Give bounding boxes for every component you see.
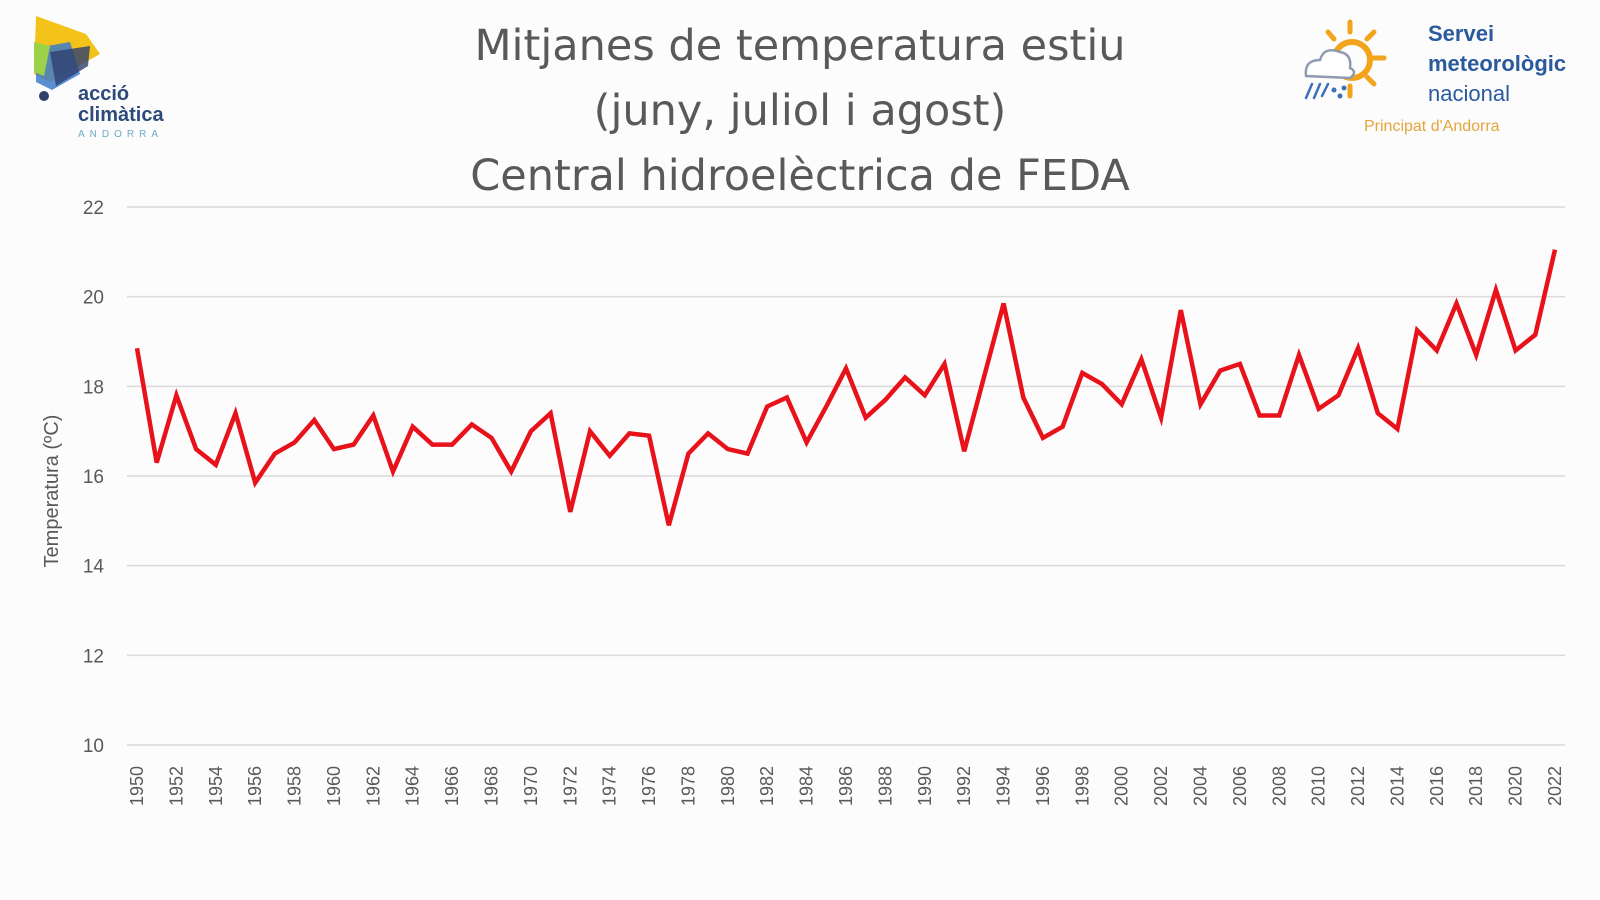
x-tick-label: 2014 xyxy=(1387,766,1407,806)
x-tick-label: 2018 xyxy=(1466,766,1486,806)
x-tick-label: 1974 xyxy=(600,766,620,806)
logo-right-line4: Principat d'Andorra xyxy=(1364,118,1500,135)
accio-climatica-logo: acció climàtica ANDORRA xyxy=(30,12,190,140)
x-tick-label: 1972 xyxy=(560,766,580,806)
y-tick-label: 10 xyxy=(83,736,104,757)
x-tick-label: 1994 xyxy=(994,766,1014,806)
y-tick-label: 20 xyxy=(83,288,104,309)
y-tick-label: 14 xyxy=(83,557,105,578)
chart-title: Mitjanes de temperatura estiu (juny, jul… xyxy=(0,14,1600,209)
x-tick-label: 1998 xyxy=(1072,766,1092,806)
x-tick-label: 1984 xyxy=(797,766,817,806)
x-tick-label: 1980 xyxy=(718,766,738,806)
x-tick-label: 1988 xyxy=(875,766,895,806)
servei-meteorologic-logo: Servei meteorològic nacional Principat d… xyxy=(1300,18,1600,143)
x-tick-label: 1970 xyxy=(521,766,541,806)
x-tick-label: 2012 xyxy=(1348,766,1368,806)
chart-title-line-3: Central hidroelèctrica de FEDA xyxy=(470,151,1130,201)
x-tick-label: 1982 xyxy=(757,766,777,806)
y-tick-label: 12 xyxy=(83,646,104,667)
chart-title-line-1: Mitjanes de temperatura estiu xyxy=(474,21,1126,71)
x-tick-label: 2004 xyxy=(1191,766,1211,806)
y-tick-label: 18 xyxy=(83,377,104,398)
x-tick-label: 1956 xyxy=(245,766,265,806)
x-tick-label: 1964 xyxy=(403,766,423,806)
logo-left-line1: acció xyxy=(78,83,130,105)
x-tick-label: 1990 xyxy=(915,766,935,806)
accio-climatica-logo-mark xyxy=(34,16,100,101)
x-tick-label: 2000 xyxy=(1112,766,1132,806)
y-tick-label: 22 xyxy=(83,198,104,219)
y-tick-label: 16 xyxy=(83,467,104,488)
x-tick-label: 1952 xyxy=(166,766,186,806)
x-tick-label: 1996 xyxy=(1033,766,1053,806)
x-tick-label: 1962 xyxy=(363,766,383,806)
x-tick-label: 1954 xyxy=(206,766,226,806)
x-tick-label: 1986 xyxy=(836,766,856,806)
chart-title-line-2: (juny, juliol i agost) xyxy=(593,86,1007,136)
x-tick-label: 2022 xyxy=(1545,766,1565,806)
sun-cloud-rain-icon xyxy=(1304,19,1387,100)
x-tick-label: 1958 xyxy=(285,766,305,806)
x-tick-label: 1976 xyxy=(639,766,659,806)
logo-left-line3: ANDORRA xyxy=(78,129,164,140)
x-tick-label: 1966 xyxy=(442,766,462,806)
x-tick-label: 1968 xyxy=(482,766,502,806)
series-line-0 xyxy=(134,249,1558,526)
x-tick-label: 1992 xyxy=(954,766,974,806)
x-tick-label: 2002 xyxy=(1151,766,1171,806)
x-tick-label: 1978 xyxy=(678,766,698,806)
y-axis-title: Temperatura (ºC) xyxy=(41,415,63,568)
x-tick-label: 2016 xyxy=(1427,766,1447,806)
x-tick-label: 1950 xyxy=(127,766,147,806)
x-tick-label: 2020 xyxy=(1506,766,1526,806)
x-tick-label: 2008 xyxy=(1269,766,1289,806)
logo-right-line3: nacional xyxy=(1428,81,1510,106)
x-tick-label: 1960 xyxy=(324,766,344,806)
logo-right-line1: Servei xyxy=(1428,21,1495,46)
x-tick-label: 2006 xyxy=(1230,766,1250,806)
logo-right-line2: meteorològic xyxy=(1428,51,1567,76)
x-tick-label: 2010 xyxy=(1309,766,1329,806)
logo-left-line2: climàtica xyxy=(78,104,164,126)
